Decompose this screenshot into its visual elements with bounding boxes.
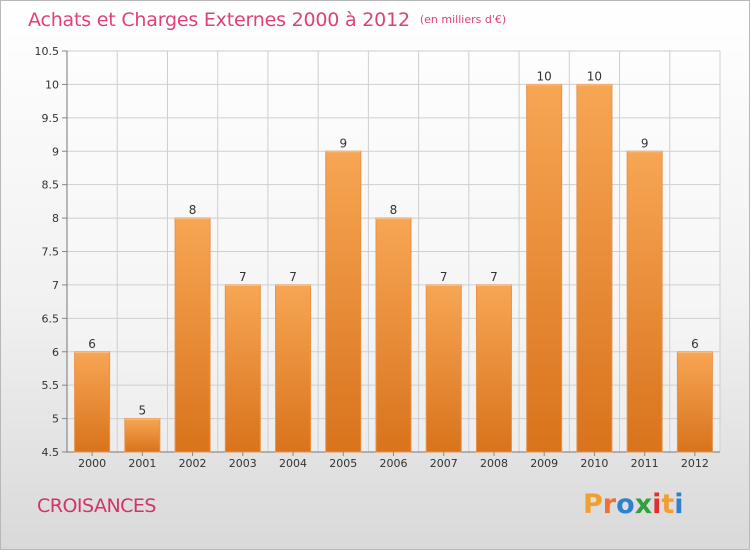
y-tick-label: 6: [52, 346, 59, 359]
x-tick-label: 2008: [480, 457, 508, 470]
data-label: 9: [339, 136, 347, 150]
x-tick-label: 2003: [229, 457, 257, 470]
x-tick-label: 2004: [279, 457, 307, 470]
x-tick-label: 2012: [681, 457, 709, 470]
y-tick-label: 6.5: [42, 312, 60, 325]
x-tick-label: 2007: [430, 457, 458, 470]
bar-2010: [576, 83, 613, 453]
data-label: 7: [490, 270, 498, 284]
x-tick-label: 2009: [530, 457, 558, 470]
logo-letter: i: [674, 489, 684, 520]
y-tick-label: 9.5: [42, 112, 60, 125]
x-tick-label: 2005: [329, 457, 357, 470]
chart-title: Achats et Charges Externes 2000 à 2012: [28, 9, 410, 31]
bar-2006: [375, 217, 412, 453]
chart-subtitle: (en milliers d'€): [419, 13, 507, 26]
bar-2001: [124, 418, 161, 453]
x-tick-label: 2002: [179, 457, 207, 470]
data-label: 9: [641, 136, 649, 150]
y-tick-label: 4.5: [42, 446, 60, 459]
y-tick-label: 7.5: [42, 246, 60, 259]
data-label: 8: [189, 203, 197, 217]
bar-2012: [676, 351, 713, 453]
logo-letter: P: [583, 489, 603, 520]
data-label: 10: [587, 69, 602, 83]
data-label: 7: [289, 270, 297, 284]
x-tick-label: 2001: [128, 457, 156, 470]
bar-2005: [325, 150, 362, 453]
bar-2009: [526, 83, 563, 453]
bar-2003: [224, 284, 261, 453]
y-tick-label: 9: [52, 145, 59, 158]
logo-letter: o: [616, 489, 635, 520]
bar-2008: [475, 284, 512, 453]
bar-2007: [425, 284, 462, 453]
bar-2004: [275, 284, 312, 453]
y-tick-label: 5.5: [42, 379, 60, 392]
data-label: 6: [691, 337, 699, 351]
logo-letter: x: [634, 489, 653, 520]
proxiti-logo: Proxiti: [583, 489, 684, 520]
data-label: 8: [390, 203, 398, 217]
logo-letter: t: [661, 489, 675, 520]
y-tick-label: 7: [52, 279, 59, 292]
x-tick-label: 2010: [580, 457, 608, 470]
y-tick-label: 8.5: [42, 179, 60, 192]
data-label: 5: [139, 404, 147, 418]
title-row: Achats et Charges Externes 2000 à 2012 (e…: [28, 9, 506, 31]
data-label: 7: [239, 270, 247, 284]
bar-2000: [74, 351, 111, 453]
y-tick-label: 8: [52, 212, 59, 225]
data-label: 7: [440, 270, 448, 284]
logo-letter: i: [652, 489, 662, 520]
data-label: 6: [88, 337, 96, 351]
x-tick-label: 2000: [78, 457, 106, 470]
bar-2002: [174, 217, 211, 453]
y-tick-label: 5: [52, 413, 59, 426]
y-tick-label: 10: [45, 78, 59, 91]
bar-2011: [626, 150, 663, 453]
commune-name: CROISANCES: [37, 495, 156, 517]
data-label: 10: [537, 69, 552, 83]
y-tick-label: 10.5: [35, 45, 60, 58]
x-tick-label: 2011: [631, 457, 659, 470]
x-tick-label: 2006: [380, 457, 408, 470]
logo-letter: r: [602, 489, 617, 520]
